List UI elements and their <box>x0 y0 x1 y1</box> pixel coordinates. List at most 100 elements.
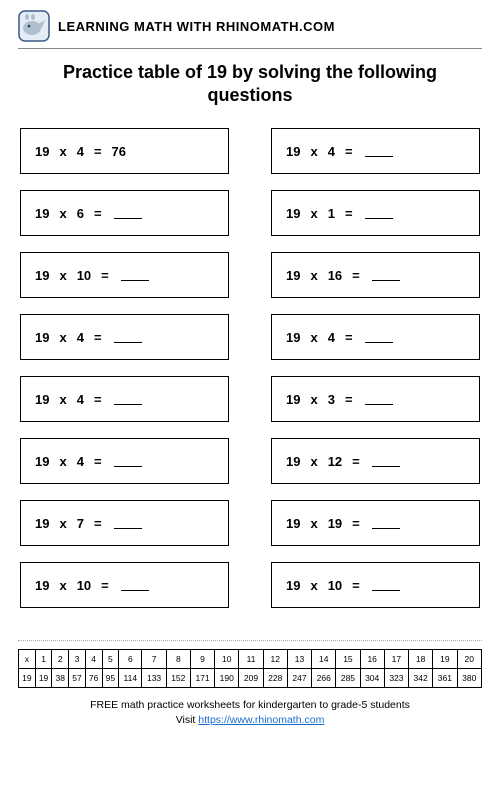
table-cell: 323 <box>384 669 408 688</box>
table-cell: 19 <box>35 669 52 688</box>
table-cell: 38 <box>52 669 69 688</box>
table-cell: 10 <box>215 650 239 669</box>
table-cell: 3 <box>69 650 86 669</box>
table-row: x1234567891011121314151617181920 <box>19 650 482 669</box>
table-cell: 247 <box>287 669 311 688</box>
question-box: 19x4= <box>271 314 480 360</box>
operator: x <box>59 454 66 469</box>
table-cell: 19 <box>433 650 457 669</box>
answer-blank[interactable] <box>114 331 142 343</box>
equals: = <box>94 392 102 407</box>
operand-a: 19 <box>35 392 49 407</box>
operator: x <box>59 206 66 221</box>
table-cell: 190 <box>215 669 239 688</box>
equals: = <box>94 206 102 221</box>
header-divider <box>18 48 482 49</box>
operand-b: 4 <box>77 454 84 469</box>
answer-blank[interactable] <box>365 393 393 405</box>
question-box: 19x4= <box>20 314 229 360</box>
table-cell: 209 <box>239 669 263 688</box>
table-cell: 285 <box>336 669 360 688</box>
operand-a: 19 <box>35 330 49 345</box>
answer-blank[interactable] <box>121 579 149 591</box>
table-cell: 20 <box>457 650 482 669</box>
table-cell: 171 <box>190 669 214 688</box>
answer-blank[interactable] <box>372 579 400 591</box>
operator: x <box>310 392 317 407</box>
table-cell: 2 <box>52 650 69 669</box>
operand-b: 16 <box>328 268 342 283</box>
question-box: 19 x4 = <box>271 128 480 174</box>
equals: = <box>101 578 109 593</box>
operator: x <box>310 206 317 221</box>
question-box: 19x3= <box>271 376 480 422</box>
operand-b: 7 <box>77 516 84 531</box>
equals: = <box>352 268 360 283</box>
operand-b: 4 <box>77 392 84 407</box>
operand-b: 4 <box>328 144 335 159</box>
operator: x <box>310 144 317 159</box>
operand-b: 10 <box>77 268 91 283</box>
answer-blank[interactable] <box>121 269 149 281</box>
table-cell: 19 <box>19 669 36 688</box>
operator: x <box>59 330 66 345</box>
operand-b: 3 <box>328 392 335 407</box>
table-cell: 152 <box>166 669 190 688</box>
question-box: 19x4=76 <box>20 128 229 174</box>
table-cell: 304 <box>360 669 384 688</box>
answer-blank[interactable] <box>114 393 142 405</box>
operand-a: 19 <box>35 454 49 469</box>
table-cell: 13 <box>287 650 311 669</box>
question-box: 19x10= <box>271 562 480 608</box>
equals: = <box>101 268 109 283</box>
questions-grid: 19x4=7619x4=19x6=19x1=19x10=19x16=19x4=1… <box>18 128 482 608</box>
brand-text: LEARNING MATH WITH RHINOMATH.COM <box>58 19 335 34</box>
operand-b: 6 <box>77 206 84 221</box>
answer-blank[interactable] <box>114 207 142 219</box>
table-row: 1919385776951141331521711902092282472662… <box>19 669 482 688</box>
operand-b: 19 <box>328 516 342 531</box>
equals: = <box>352 454 360 469</box>
operator: x <box>59 516 66 531</box>
operand-a: 19 <box>286 144 300 159</box>
table-cell: 12 <box>263 650 287 669</box>
operand-b: 4 <box>328 330 335 345</box>
operand-a: 19 <box>35 516 49 531</box>
answer-blank[interactable] <box>372 269 400 281</box>
answer-blank[interactable] <box>365 145 393 157</box>
table-cell: 9 <box>190 650 214 669</box>
table-cell: 57 <box>69 669 86 688</box>
footer-link[interactable]: https://www.rhinomath.com <box>198 714 324 726</box>
table-cell: 16 <box>360 650 384 669</box>
operator: x <box>59 268 66 283</box>
question-box: 19 x4 = <box>20 376 229 422</box>
equals: = <box>94 516 102 531</box>
table-cell: 342 <box>409 669 433 688</box>
table-cell: 228 <box>263 669 287 688</box>
operand-a: 19 <box>286 268 300 283</box>
question-box: 19x6= <box>20 190 229 236</box>
operand-b: 10 <box>328 578 342 593</box>
answer-blank[interactable] <box>372 517 400 529</box>
page-header: LEARNING MATH WITH RHINOMATH.COM <box>18 10 482 42</box>
table-cell: 114 <box>119 669 142 688</box>
operand-a: 19 <box>35 578 49 593</box>
answer-blank[interactable] <box>372 455 400 467</box>
equals: = <box>345 144 353 159</box>
operand-a: 19 <box>35 144 49 159</box>
answer-blank[interactable] <box>114 517 142 529</box>
answer-blank[interactable] <box>365 331 393 343</box>
question-box: 19x12= <box>271 438 480 484</box>
table-cell: 4 <box>85 650 102 669</box>
table-cell: 76 <box>85 669 102 688</box>
operand-a: 19 <box>286 578 300 593</box>
table-cell: 8 <box>166 650 190 669</box>
table-cell: 5 <box>102 650 119 669</box>
answer-blank[interactable] <box>114 455 142 467</box>
operand-a: 19 <box>286 454 300 469</box>
answer-blank[interactable] <box>365 207 393 219</box>
operator: x <box>59 392 66 407</box>
equals: = <box>94 144 102 159</box>
table-cell: 1 <box>35 650 52 669</box>
footer-line2: Visit https://www.rhinomath.com <box>18 713 482 728</box>
